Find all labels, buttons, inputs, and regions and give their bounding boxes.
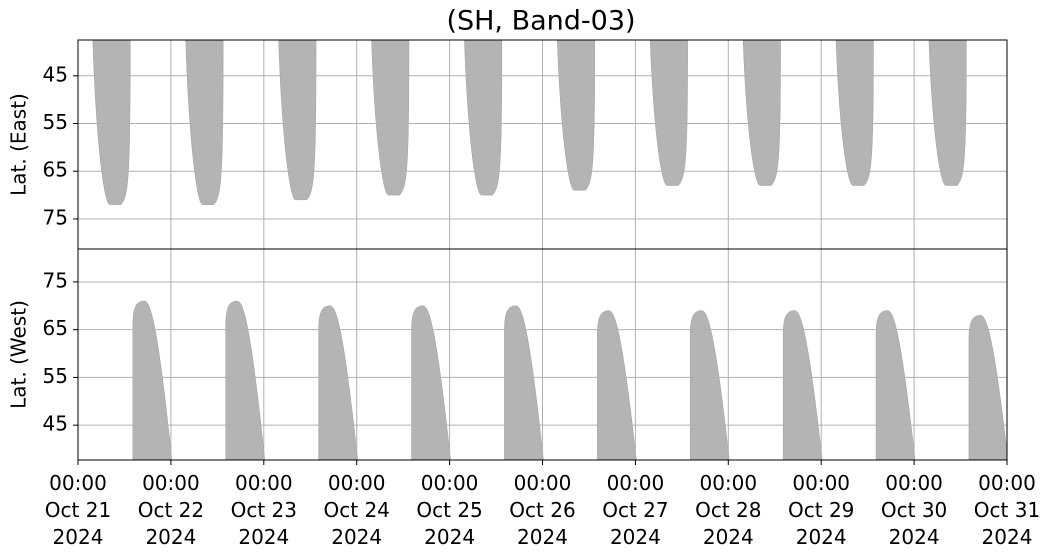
y-axis-label: Lat. (West) [7,300,31,409]
coverage-lobe [597,310,637,460]
x-tick-label: 00:00 Oct 26 2024 [509,471,575,549]
y-axis-label: Lat. (East) [7,93,31,196]
x-tick-label: 00:00 Oct 27 2024 [602,471,668,549]
x-tick-label-line: Oct 25 [416,498,482,522]
x-tick-label-line: 2024 [610,525,661,549]
x-tick-label-line: Oct 31 [974,498,1040,522]
coverage-lobe [875,310,916,460]
x-tick-label-line: 00:00 [421,471,479,495]
x-tick-label: 00:00 Oct 25 2024 [416,471,482,549]
coverage-lobe [835,40,874,186]
coverage-lobe [278,40,317,201]
x-tick-label-line: Oct 29 [788,498,854,522]
x-tick-label-line: Oct 22 [138,498,204,522]
x-tick-label: 00:00 Oct 23 2024 [231,471,297,549]
x-tick-label-line: 2024 [145,525,196,549]
coverage-lobe [411,305,451,460]
x-tick-label-line: Oct 28 [695,498,761,522]
y-tick-label: 45 [43,412,68,436]
y-tick-label: 75 [43,268,68,292]
x-tick-label: 00:00 Oct 28 2024 [695,471,761,549]
x-tick-label: 00:00 Oct 24 2024 [324,471,390,549]
coverage-lobe [464,40,503,196]
x-tick-label-line: 00:00 [235,471,293,495]
x-tick-label-line: 2024 [703,525,754,549]
coverage-lobe [132,300,173,460]
coverage-lobe [371,40,410,196]
x-tick-label-line: 00:00 [792,471,850,495]
coverage [132,300,1007,460]
y-tick-label: 75 [43,205,68,229]
x-tick-label-line: 00:00 [699,471,757,495]
x-tick-label-line: 2024 [889,525,940,549]
coverage-lobe [557,40,596,191]
y-tick-label: 65 [43,316,68,340]
x-tick-label: 00:00 Oct 30 2024 [881,471,947,549]
y-tick-label: 45 [43,62,68,86]
x-tick-label: 00:00 Oct 21 2024 [45,471,111,549]
coverage-lobe [318,305,358,460]
coverage-lobe [185,40,224,205]
x-tick-label-line: 2024 [796,525,847,549]
y-tick-label: 55 [43,364,68,388]
x-tick-label: 00:00 Oct 22 2024 [138,471,204,549]
coverage-lobe [225,300,266,460]
coverage-lobe [968,315,1007,460]
chart-title: (SH, Band-03) [446,6,635,37]
x-tick-label-line: 00:00 [49,471,107,495]
x-tick-label-line: 00:00 [514,471,572,495]
y-tick-label: 65 [43,158,68,182]
coverage-lobe [742,40,781,186]
x-tick-label-line: Oct 26 [509,498,575,522]
coverage-lobe [928,40,967,186]
x-tick-label-line: 2024 [982,525,1033,549]
x-tick-label-line: 00:00 [142,471,200,495]
x-tick-label-line: 2024 [424,525,475,549]
coverage [92,40,967,205]
x-tick-label-line: Oct 30 [881,498,947,522]
x-tick-label-line: 00:00 [885,471,943,495]
x-tick-label-line: Oct 24 [324,498,390,522]
x-tick-label-line: 2024 [53,525,104,549]
x-tick-label-line: Oct 21 [45,498,111,522]
x-tick-label-line: 2024 [331,525,382,549]
coverage-lobe [689,310,730,460]
coverage-lobe [92,40,131,205]
x-tick-label: 00:00 Oct 29 2024 [788,471,854,549]
x-tick-label-line: Oct 27 [602,498,668,522]
coverage-lobe [782,310,823,460]
y-tick-label: 55 [43,110,68,134]
coverage-lobe [649,40,688,186]
x-tick-label-line: 2024 [238,525,289,549]
x-tick-label-line: Oct 23 [231,498,297,522]
x-tick-label-line: 00:00 [607,471,665,495]
x-tick-label-line: 00:00 [328,471,386,495]
x-tick-label: 00:00 Oct 31 2024 [974,471,1040,549]
x-tick-label-line: 2024 [517,525,568,549]
coverage-lobe [504,305,544,460]
x-tick-label-line: 00:00 [978,471,1036,495]
